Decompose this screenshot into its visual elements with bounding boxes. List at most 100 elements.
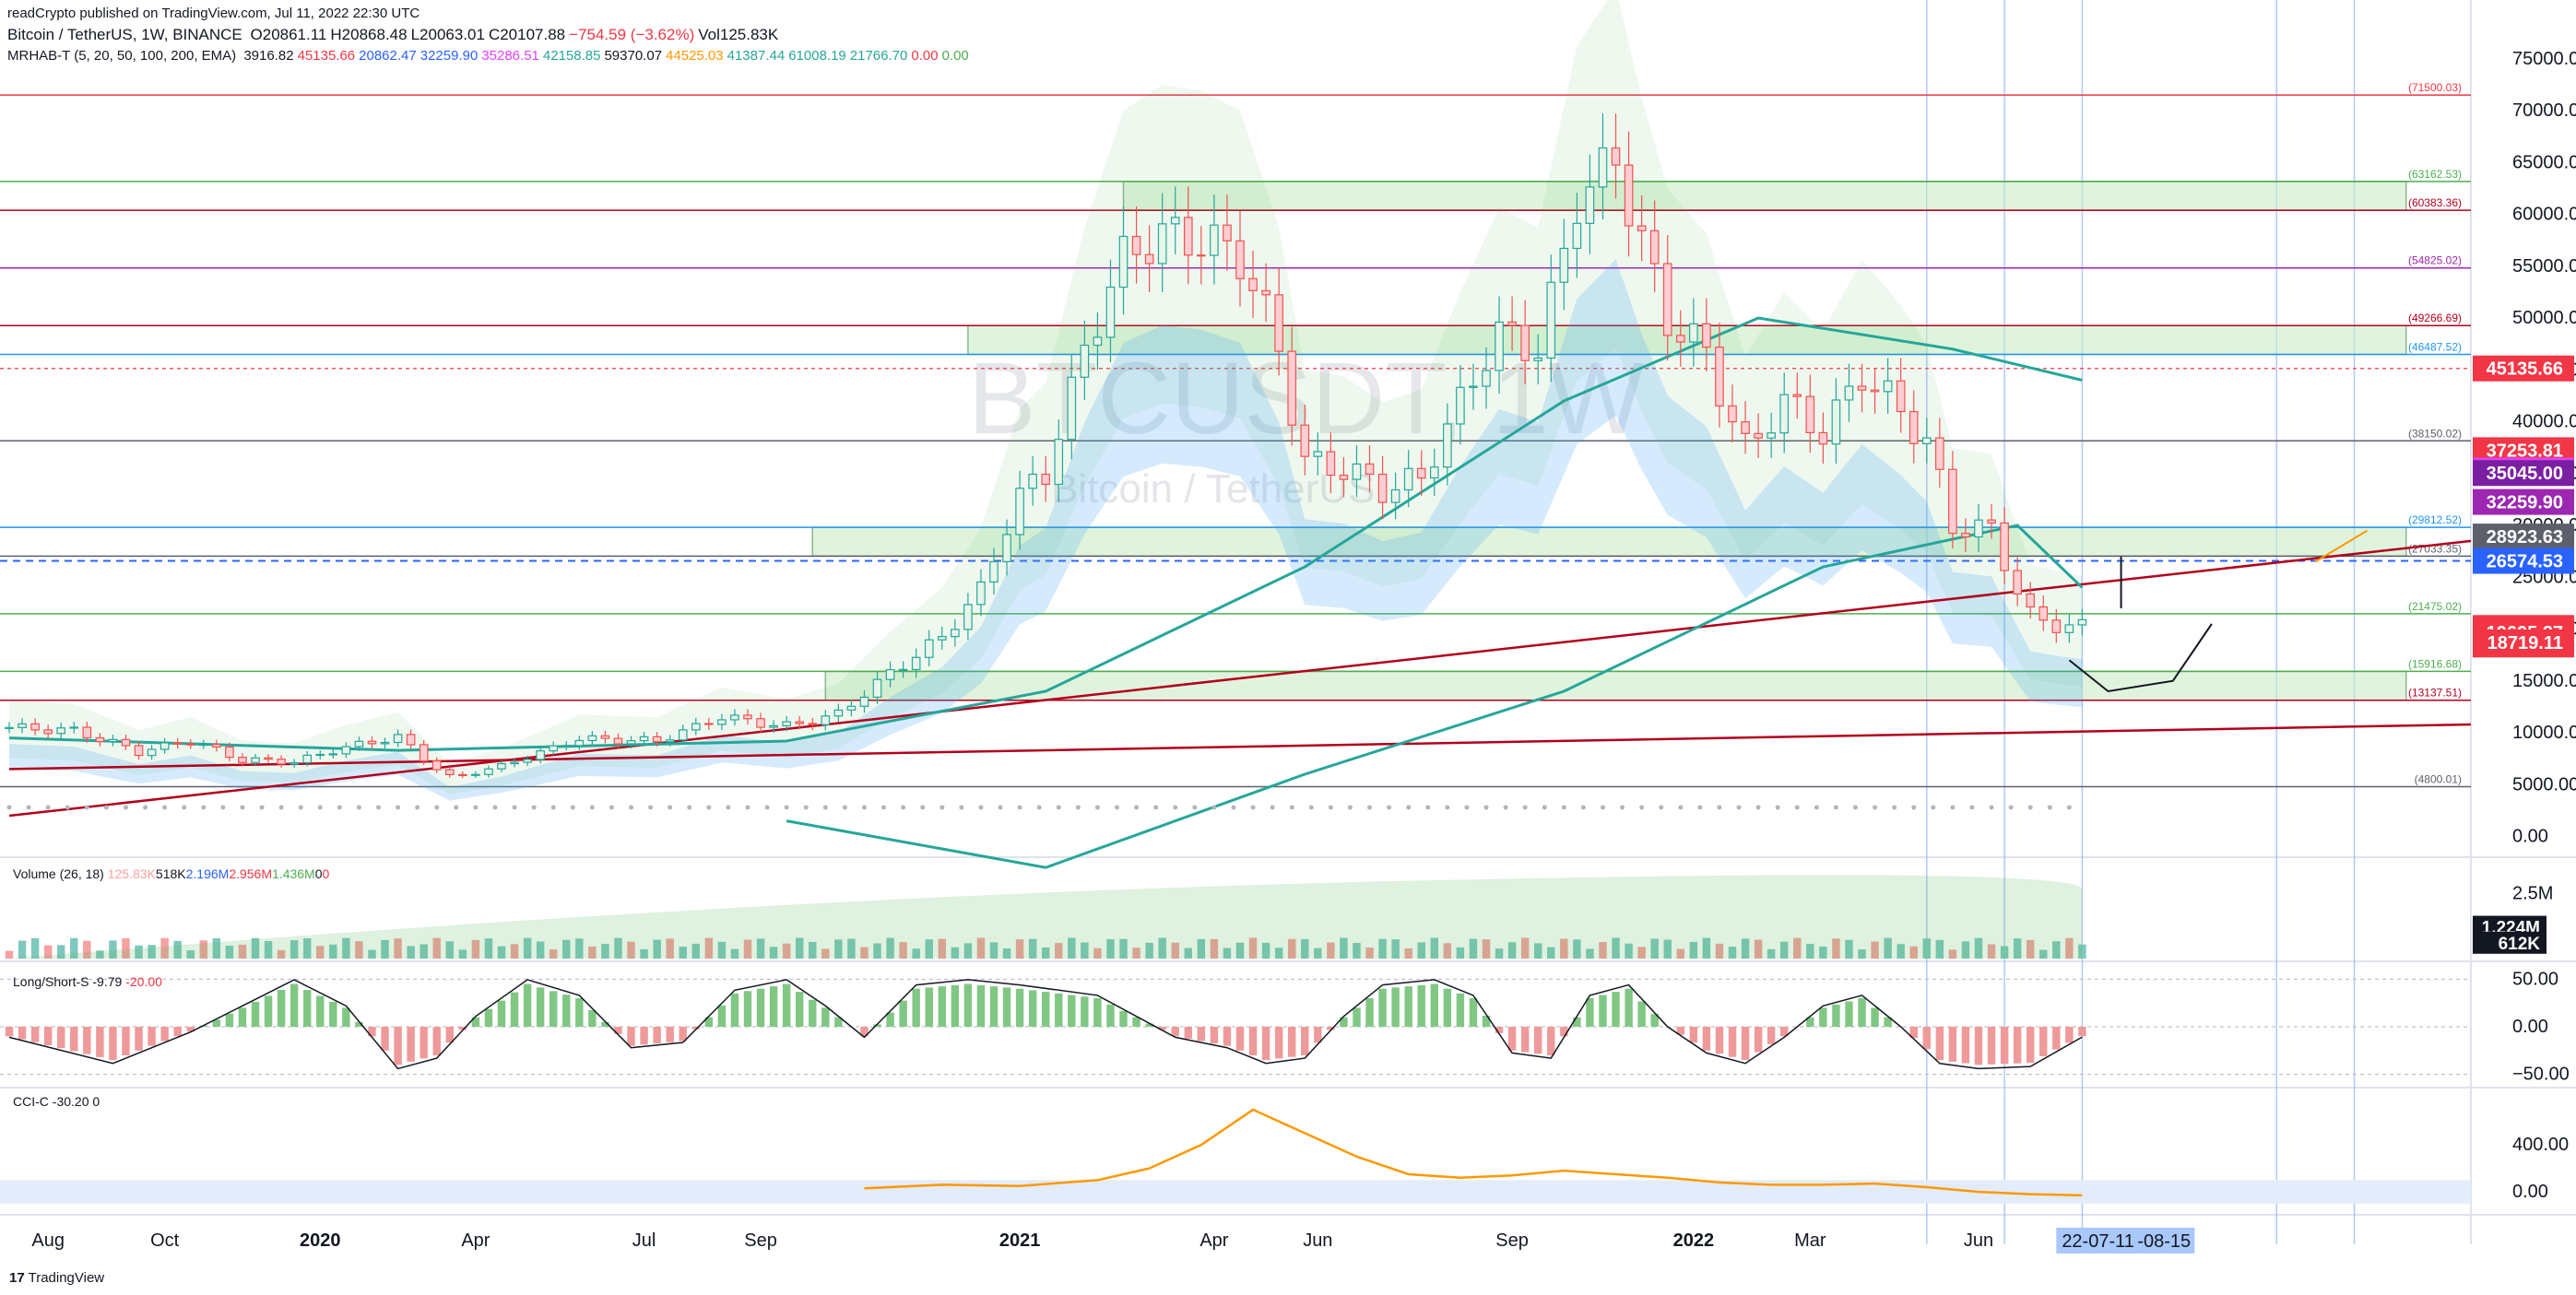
longshort-bar — [394, 1027, 402, 1065]
longshort-bar — [135, 1027, 143, 1051]
volume-bar — [1767, 948, 1776, 959]
volume-bar — [173, 940, 182, 959]
baseline-dot — [609, 805, 614, 810]
volume-bar — [730, 948, 739, 959]
volume-bar — [2078, 944, 2086, 959]
y-tick-label: 40000.00 — [2512, 412, 2576, 432]
cci-line — [864, 1108, 2083, 1197]
longshort-bar — [1974, 1027, 1983, 1065]
candle-body — [1974, 519, 1983, 538]
cci-legend[interactable]: CCI-C -30.20 0 — [13, 1094, 100, 1109]
candle-body — [1118, 235, 1128, 288]
candle-body — [989, 560, 998, 583]
longshort-bar — [1210, 1027, 1219, 1044]
tradingview-logo[interactable]: 17 TradingView — [9, 1270, 104, 1286]
volume-bar — [912, 948, 920, 959]
longshort-bar — [1845, 1001, 1853, 1027]
volume-bar — [1909, 946, 1918, 959]
baseline-dot — [123, 805, 128, 810]
level-label-5: (46487.52) — [2408, 341, 2462, 354]
volume-bar — [1897, 944, 1905, 959]
candle-body — [859, 696, 869, 707]
y-tick-label: 60000.00 — [2512, 205, 2576, 225]
baseline-dot — [550, 805, 556, 810]
legend-value: 61008.19 — [788, 48, 846, 64]
indicator-legend-mrhab[interactable]: MRHAB-T (5, 20, 50, 100, 200, EMA) 3916.… — [7, 48, 976, 64]
candle-body — [1274, 294, 1283, 352]
longshort-bar — [834, 1017, 843, 1027]
volume-legend[interactable]: Volume (26, 18) 125.83K518K2.196M2.956M1… — [13, 866, 329, 881]
longshort-bar — [225, 1013, 234, 1027]
y-tick-label: 65000.00 — [2512, 152, 2576, 172]
longshort-bar — [1197, 1027, 1206, 1042]
candle-body — [1313, 451, 1323, 457]
longshort-bar — [18, 1027, 27, 1040]
candle-body — [1987, 519, 1996, 524]
legend-value: 0.00 — [911, 48, 939, 64]
candle-body — [1339, 474, 1349, 480]
symbol-legend[interactable]: Bitcoin / TetherUS, 1W, BINANCE O20861.1… — [7, 26, 786, 44]
price-tag-9 — [2473, 629, 2574, 655]
level-label-7: (29812.52) — [2408, 513, 2462, 526]
longshort-bar — [56, 1027, 65, 1049]
level-label-2: (60383.36) — [2408, 196, 2462, 209]
volume-bar — [1974, 937, 1983, 959]
volume-bar — [1676, 948, 1685, 959]
volume-bar — [43, 945, 53, 959]
breakout-arrow — [2314, 529, 2369, 563]
baseline-dot — [240, 805, 245, 810]
volume-bar — [1520, 937, 1530, 959]
volume-bar — [1871, 941, 1879, 959]
longshort-bar — [122, 1027, 130, 1055]
longshort-legend[interactable]: Long/Short-S -9.79 -20.00 — [13, 974, 162, 989]
volume-bar — [342, 937, 350, 959]
candle-body — [1883, 380, 1893, 393]
baseline-dot — [1736, 805, 1742, 810]
cci-value: -30.20 — [52, 1094, 89, 1109]
volume-bar — [96, 950, 104, 959]
candle-body — [1598, 147, 1608, 188]
longshort-bar — [938, 986, 947, 1027]
baseline-dot — [201, 805, 207, 810]
baseline-dot — [2047, 805, 2052, 810]
candle-body — [963, 604, 973, 630]
longshort-bar — [1650, 1014, 1659, 1027]
candle-body — [82, 726, 92, 739]
candle-body — [1105, 286, 1116, 338]
volume-bar — [704, 937, 714, 959]
baseline-dot — [45, 805, 51, 810]
ema-200-line — [8, 316, 2083, 752]
legend-value: L20063.01 — [410, 26, 485, 43]
volume-y-label: 2.5M — [2512, 884, 2553, 904]
cci-label: CCI-C — [13, 1094, 49, 1109]
x-tick-label: Apr — [1199, 1230, 1228, 1251]
price-tag-label-9: 18719.11 — [2487, 633, 2563, 653]
volume-bar — [769, 947, 778, 959]
baseline-dot — [1600, 805, 1605, 810]
longshort-bar — [109, 1027, 117, 1061]
longshort-bar — [1520, 1027, 1530, 1053]
baseline-dot — [1950, 805, 1956, 810]
longshort-bar — [666, 1027, 674, 1042]
candle-body — [484, 768, 493, 775]
candle-body — [574, 739, 585, 747]
price-tag-label-3: 35045.00 — [2487, 464, 2563, 484]
volume-bar — [1002, 948, 1011, 959]
volume-bar — [653, 939, 661, 959]
longshort-bar — [1702, 1027, 1711, 1051]
legend-value: O20861.11 — [250, 26, 327, 43]
candle-body — [951, 629, 960, 638]
longshort-bar — [899, 1000, 907, 1027]
candle-body — [471, 773, 480, 776]
baseline-dot — [959, 805, 964, 810]
longshort-bar — [2065, 1027, 2074, 1043]
volume-bar — [1158, 937, 1166, 959]
longshort-bar — [704, 1017, 714, 1027]
longshort-bar — [925, 987, 933, 1027]
time-axis-tag2: -08-15 — [2137, 1231, 2191, 1252]
candle-body — [1572, 222, 1582, 250]
volume-bar — [1612, 937, 1620, 959]
candle-body — [1223, 224, 1232, 241]
volume-bar — [1922, 938, 1932, 959]
